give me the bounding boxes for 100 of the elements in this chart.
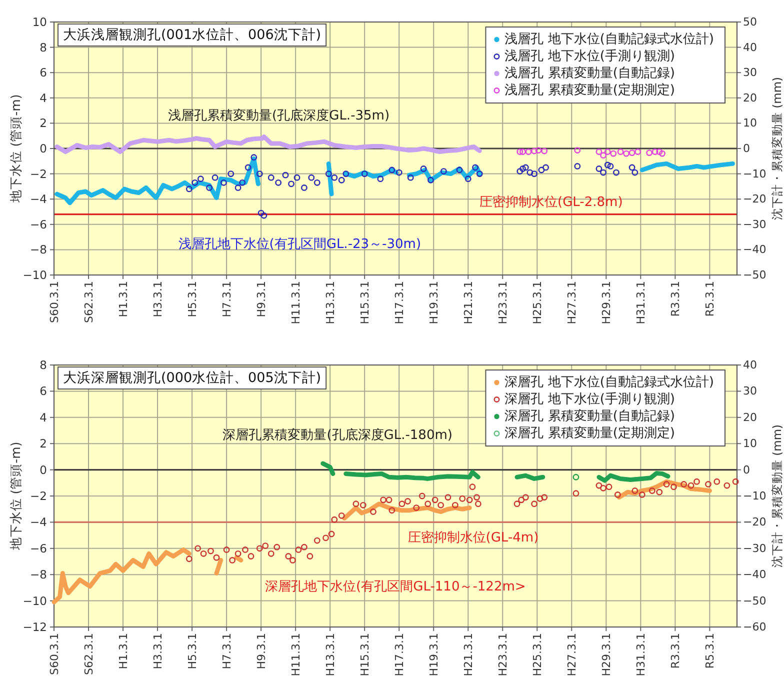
x-tick-label: H31.3.1 (634, 633, 648, 676)
point (228, 170, 234, 177)
x-tick-label: R5.3.1 (704, 633, 717, 669)
point (396, 169, 402, 176)
x-tick-label: H9.3.1 (255, 633, 268, 670)
x-tick-label: H5.3.1 (186, 281, 200, 318)
point (234, 184, 242, 191)
x-tick-label: H11.3.1 (290, 633, 303, 676)
point (308, 174, 315, 181)
point (294, 174, 300, 181)
point (628, 164, 636, 171)
point (338, 176, 345, 184)
point (288, 180, 294, 188)
point (300, 184, 308, 191)
point (282, 172, 289, 178)
point (522, 164, 529, 171)
ref-line-label: 圧密抑制水位(GL-4m) (408, 530, 539, 546)
x-tick-label: H13.3.1 (324, 633, 338, 676)
point (206, 184, 212, 191)
y2-tick-label: 10 (743, 437, 757, 450)
point (388, 166, 396, 174)
point (607, 163, 614, 170)
y2-tick-label: −60 (743, 620, 766, 634)
y2-tick-label: −20 (743, 192, 766, 206)
x-tick-label: H25.3.1 (531, 281, 544, 324)
y2-tick-label: −30 (743, 542, 766, 555)
x-tick-label: H15.3.1 (358, 633, 372, 676)
x-tick-label: S62.3.1 (82, 281, 96, 323)
chart-title: 大浜浅層観測孔(001水位計、006沈下計) (63, 27, 322, 43)
x-tick-label: H23.3.1 (496, 633, 510, 676)
legend-label: 浅層孔 地下水位(手測り観測) (504, 49, 675, 64)
x-tick-label: S60.3.1 (48, 633, 61, 675)
annotation: 浅層孔地下水位(有孔区間GL.-23～-30m) (178, 237, 422, 252)
point (239, 179, 246, 186)
point (542, 164, 549, 171)
x-tick-label: H15.3.1 (358, 281, 372, 324)
point (428, 176, 434, 184)
y-tick-label: −2 (30, 489, 47, 503)
y-tick-label: −8 (30, 568, 47, 582)
y-tick-label: 2 (40, 436, 47, 451)
y2-tick-label: 30 (743, 384, 757, 398)
y2-tick-label: 40 (743, 40, 757, 54)
point (331, 174, 338, 181)
ref-line-label: 圧密抑制水位(GL-2.8m) (480, 194, 623, 210)
point (258, 210, 264, 216)
y-tick-label: −6 (30, 541, 47, 556)
point (476, 170, 483, 177)
x-tick-label: H13.3.1 (324, 281, 338, 324)
point (220, 179, 227, 186)
y2-tick-label: 0 (743, 142, 750, 155)
y-tick-label: 10 (32, 15, 47, 29)
y2-tick-label: −50 (743, 268, 766, 282)
y2-tick-label: −40 (743, 568, 766, 582)
point (632, 169, 638, 176)
x-tick-label: H21.3.1 (462, 633, 476, 676)
x-tick-label: H17.3.1 (393, 633, 406, 676)
y2-tick-label: 50 (743, 16, 757, 28)
annotation: 浅層孔累積変動量(孔底深度GL.-35m) (168, 108, 390, 124)
point (538, 166, 545, 174)
y2-tick-label: 30 (743, 66, 757, 80)
y2-tick-label: −10 (743, 490, 766, 502)
y-tick-label: 6 (40, 384, 47, 398)
x-tick-label: H23.3.1 (496, 281, 510, 324)
x-tick-label: H1.3.1 (117, 633, 130, 670)
y-tick-label: 8 (40, 40, 47, 54)
legend-label: 深層孔 累積変動量(自動記録) (504, 408, 675, 424)
point (268, 174, 274, 181)
x-tick-label: H3.3.1 (152, 633, 165, 670)
y-tick-label: −12 (22, 620, 47, 634)
x-tick-label: H25.3.1 (531, 633, 544, 676)
y-tick-label: 6 (40, 66, 47, 80)
point (472, 164, 479, 171)
y-tick-label: 0 (40, 462, 47, 477)
point (600, 169, 606, 176)
point (574, 163, 581, 170)
y-axis-title: 地下水位 (管頭-m) (8, 442, 23, 552)
y-tick-label: 8 (40, 358, 47, 372)
point (420, 166, 427, 172)
y-tick-label: 0 (40, 142, 47, 156)
y-tick-label: −10 (22, 268, 47, 282)
point (244, 164, 252, 171)
point (464, 176, 472, 182)
x-tick-label: H9.3.1 (255, 281, 268, 318)
point (250, 154, 258, 161)
x-tick-label: H5.3.1 (186, 633, 200, 670)
point (186, 186, 192, 192)
y2-tick-label: 20 (743, 410, 757, 424)
y2-tick-label: −20 (743, 516, 766, 529)
y-tick-label: 4 (40, 410, 47, 424)
x-tick-label: S62.3.1 (82, 633, 96, 675)
y-tick-label: −10 (22, 594, 47, 608)
point (613, 169, 620, 176)
x-tick-label: H27.3.1 (566, 633, 579, 676)
legend-label: 浅層孔 累積変動量(定期測定) (504, 82, 675, 98)
legend-label: 浅層孔 累積変動量(自動記録) (504, 65, 675, 81)
y-tick-label: 4 (40, 90, 47, 105)
point (212, 174, 218, 181)
point (377, 176, 384, 182)
point (407, 174, 414, 181)
legend-label: 深層孔 累積変動量(定期測定) (504, 425, 675, 441)
